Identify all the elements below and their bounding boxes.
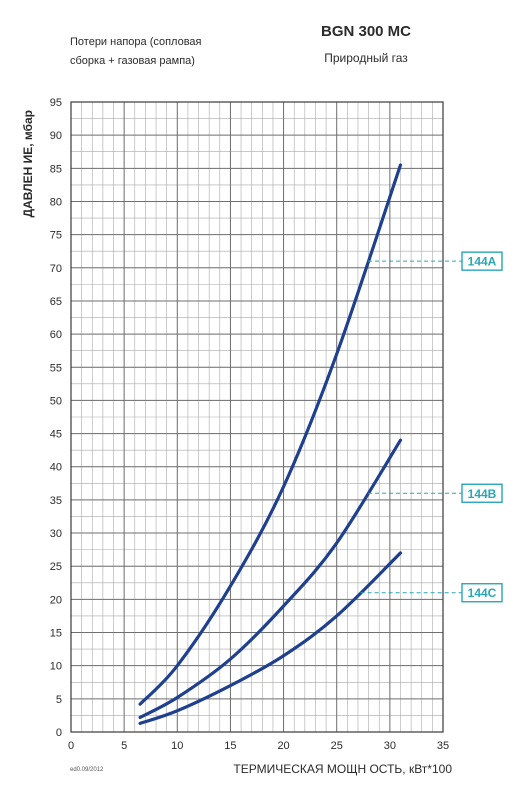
y-tick-label: 85 (50, 163, 62, 175)
y-tick-label: 65 (50, 296, 62, 308)
chart-subtitle: Природный газ (324, 51, 408, 65)
series-line-144a (138, 163, 403, 706)
series-lines: 144A 144B 144C (138, 163, 503, 725)
y-tick-label: 50 (50, 395, 62, 407)
y-tick-label: 55 (50, 362, 62, 374)
note-line-1: Потери напора (сопловая (70, 36, 202, 48)
y-tick-label: 0 (56, 727, 62, 739)
grid (70, 101, 444, 733)
chart-title: BGN 300 MC (321, 23, 411, 40)
y-tick-label: 95 (50, 97, 62, 109)
series-line-144c (138, 551, 403, 725)
x-tick-label: 25 (331, 740, 343, 752)
x-axis-label: ТЕРМИЧЕСКАЯ МОЩН ОСТЬ, кВт*100 (233, 762, 452, 776)
y-tick-label: 90 (50, 130, 62, 142)
y-tick-label: 30 (50, 528, 62, 540)
footer-code: ed0.09/2012 (70, 767, 104, 773)
x-tick-label: 5 (121, 740, 127, 752)
x-tick-label: 15 (224, 740, 236, 752)
series-label-144b: 144B (468, 487, 497, 501)
y-tick-label: 5 (56, 694, 62, 706)
series-line-144b (138, 438, 403, 720)
x-tick-label: 35 (437, 740, 449, 752)
y-tick-label: 10 (50, 661, 62, 673)
y-tick-label: 40 (50, 462, 62, 474)
series-label-144c: 144C (468, 586, 497, 600)
y-tick-label: 60 (50, 329, 62, 341)
note-line-2: сборка + газовая рампа) (70, 55, 195, 67)
y-tick-label: 45 (50, 429, 62, 441)
plot-frame (70, 101, 444, 733)
series-label-box-144c (461, 583, 503, 603)
y-tick-label: 25 (50, 561, 62, 573)
series-label-box-144a (461, 251, 503, 271)
y-axis-label: ДАВЛЕН ИЕ, мбар (21, 110, 35, 217)
x-tick-label: 30 (384, 740, 396, 752)
series-label-144a: 144A (468, 255, 497, 269)
y-tick-label: 75 (50, 230, 62, 242)
x-tick-label: 0 (68, 740, 74, 752)
y-tick-label: 70 (50, 263, 62, 275)
x-tick-label: 20 (277, 740, 289, 752)
series-label-box-144b (461, 483, 503, 503)
y-tick-label: 80 (50, 196, 62, 208)
x-tick-label: 10 (171, 740, 183, 752)
y-tick-label: 15 (50, 628, 62, 640)
y-tick-label: 20 (50, 594, 62, 606)
y-tick-label: 35 (50, 495, 62, 507)
tick-labels: 0 5 10 15 20 25 30 35 40 45 50 55 60 65 70 75 80 85 90 95 0 5… (50, 97, 449, 752)
